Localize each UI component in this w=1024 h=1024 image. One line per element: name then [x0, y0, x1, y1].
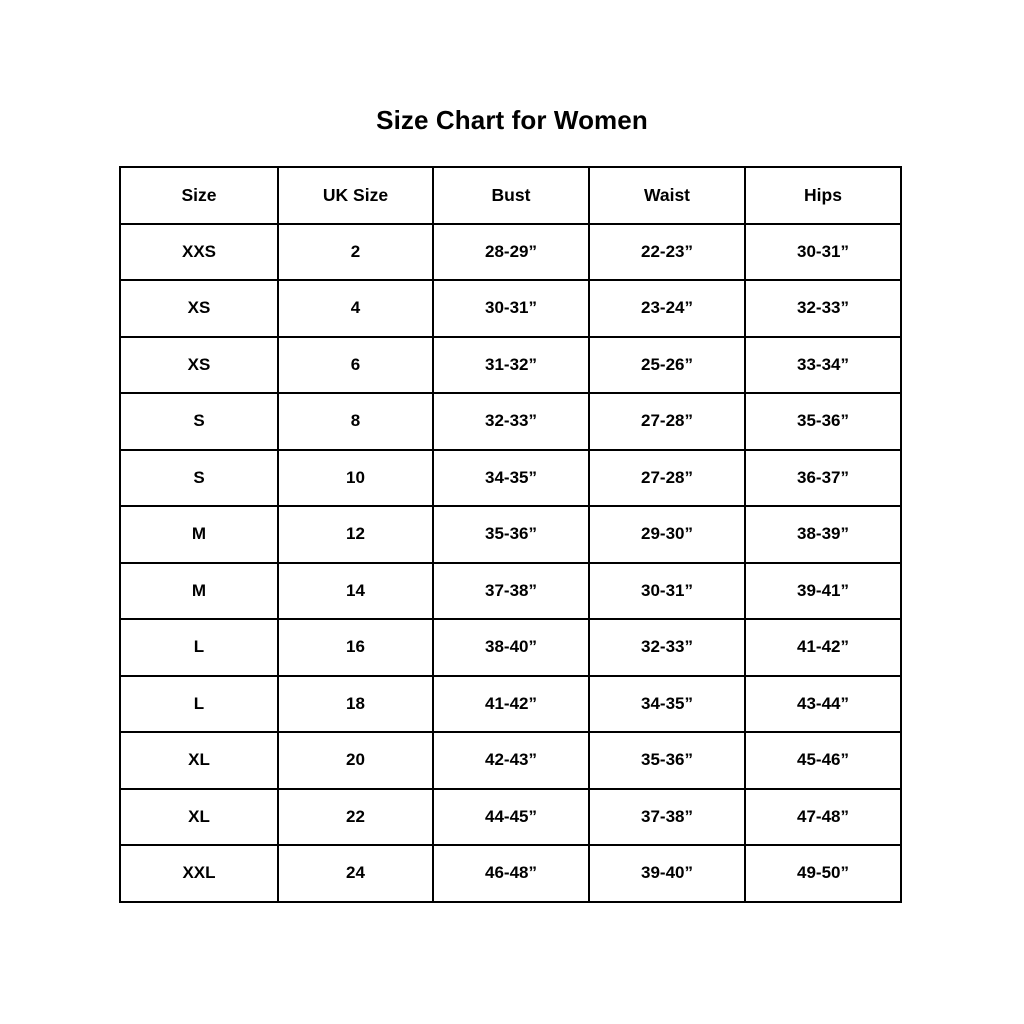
cell-bust: 31-32”	[432, 335, 590, 394]
table-row: S 8 32-33” 27-28” 35-36”	[119, 392, 902, 451]
table-row: XXL 24 46-48” 39-40” 49-50”	[119, 844, 902, 903]
table-row: XS 4 30-31” 23-24” 32-33”	[119, 279, 902, 338]
cell-hips: 45-46”	[744, 731, 902, 790]
cell-uk-size: 14	[277, 561, 434, 620]
cell-bust: 37-38”	[432, 561, 590, 620]
cell-hips: 35-36”	[744, 392, 902, 451]
cell-hips: 39-41”	[744, 561, 902, 620]
cell-uk-size: 2	[277, 222, 434, 281]
table-header-row: Size UK Size Bust Waist Hips	[119, 166, 902, 225]
cell-bust: 41-42”	[432, 674, 590, 733]
cell-uk-size: 16	[277, 618, 434, 677]
cell-waist: 39-40”	[588, 844, 746, 903]
cell-hips: 49-50”	[744, 844, 902, 903]
cell-waist: 35-36”	[588, 731, 746, 790]
cell-waist: 27-28”	[588, 392, 746, 451]
column-header-waist: Waist	[588, 166, 746, 225]
cell-waist: 37-38”	[588, 787, 746, 846]
cell-hips: 32-33”	[744, 279, 902, 338]
cell-uk-size: 10	[277, 448, 434, 507]
table-row: S 10 34-35” 27-28” 36-37”	[119, 448, 902, 507]
cell-waist: 32-33”	[588, 618, 746, 677]
cell-bust: 42-43”	[432, 731, 590, 790]
cell-hips: 38-39”	[744, 505, 902, 564]
cell-uk-size: 6	[277, 335, 434, 394]
cell-uk-size: 12	[277, 505, 434, 564]
cell-hips: 30-31”	[744, 222, 902, 281]
cell-bust: 30-31”	[432, 279, 590, 338]
cell-size: M	[119, 505, 279, 564]
column-header-size: Size	[119, 166, 279, 225]
cell-size: XS	[119, 335, 279, 394]
cell-size: M	[119, 561, 279, 620]
table-row: XS 6 31-32” 25-26” 33-34”	[119, 335, 902, 394]
cell-bust: 28-29”	[432, 222, 590, 281]
cell-size: S	[119, 448, 279, 507]
column-header-hips: Hips	[744, 166, 902, 225]
cell-waist: 27-28”	[588, 448, 746, 507]
cell-bust: 38-40”	[432, 618, 590, 677]
cell-uk-size: 22	[277, 787, 434, 846]
table-row: XXS 2 28-29” 22-23” 30-31”	[119, 222, 902, 281]
cell-waist: 34-35”	[588, 674, 746, 733]
cell-hips: 47-48”	[744, 787, 902, 846]
table-row: M 12 35-36” 29-30” 38-39”	[119, 505, 902, 564]
column-header-uk-size: UK Size	[277, 166, 434, 225]
column-header-bust: Bust	[432, 166, 590, 225]
cell-bust: 35-36”	[432, 505, 590, 564]
cell-size: S	[119, 392, 279, 451]
table-row: L 16 38-40” 32-33” 41-42”	[119, 618, 902, 677]
cell-bust: 32-33”	[432, 392, 590, 451]
cell-waist: 30-31”	[588, 561, 746, 620]
cell-bust: 34-35”	[432, 448, 590, 507]
cell-uk-size: 24	[277, 844, 434, 903]
cell-uk-size: 18	[277, 674, 434, 733]
cell-hips: 33-34”	[744, 335, 902, 394]
cell-uk-size: 4	[277, 279, 434, 338]
cell-size: XXL	[119, 844, 279, 903]
cell-size: XL	[119, 731, 279, 790]
size-chart-table: Size UK Size Bust Waist Hips XXS 2 28-29…	[119, 166, 902, 903]
cell-hips: 41-42”	[744, 618, 902, 677]
page-title: Size Chart for Women	[376, 105, 648, 135]
cell-size: XS	[119, 279, 279, 338]
cell-size: L	[119, 618, 279, 677]
cell-bust: 46-48”	[432, 844, 590, 903]
cell-uk-size: 8	[277, 392, 434, 451]
cell-bust: 44-45”	[432, 787, 590, 846]
cell-uk-size: 20	[277, 731, 434, 790]
cell-size: XXS	[119, 222, 279, 281]
table-body: XXS 2 28-29” 22-23” 30-31” XS 4 30-31” 2…	[119, 222, 902, 903]
cell-hips: 36-37”	[744, 448, 902, 507]
table-row: L 18 41-42” 34-35” 43-44”	[119, 674, 902, 733]
table-row: XL 20 42-43” 35-36” 45-46”	[119, 731, 902, 790]
cell-waist: 25-26”	[588, 335, 746, 394]
cell-size: XL	[119, 787, 279, 846]
cell-size: L	[119, 674, 279, 733]
cell-waist: 23-24”	[588, 279, 746, 338]
cell-hips: 43-44”	[744, 674, 902, 733]
table-row: M 14 37-38” 30-31” 39-41”	[119, 561, 902, 620]
cell-waist: 29-30”	[588, 505, 746, 564]
size-table-container: Size UK Size Bust Waist Hips XXS 2 28-29…	[119, 166, 902, 903]
cell-waist: 22-23”	[588, 222, 746, 281]
table-row: XL 22 44-45” 37-38” 47-48”	[119, 787, 902, 846]
